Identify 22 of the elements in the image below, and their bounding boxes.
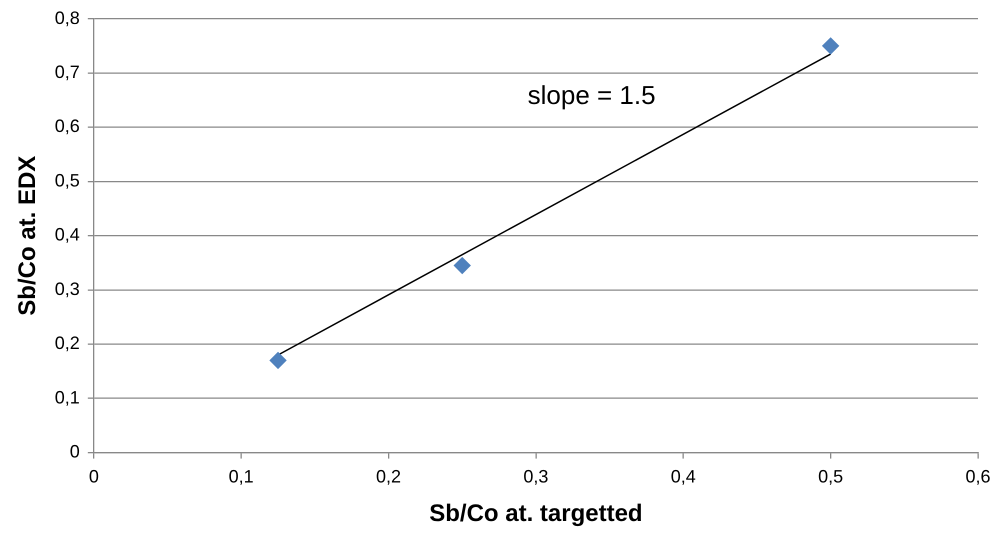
- x-tick-label: 0,4: [670, 466, 696, 486]
- point: [270, 352, 287, 369]
- y-tick-label: 0: [70, 442, 80, 462]
- y-tick-label: 0,5: [54, 170, 80, 190]
- x-axis-title: Sb/Co at. targetted: [429, 500, 643, 528]
- y-tick-label: 0,4: [54, 224, 80, 245]
- y-tick-label: 0,6: [54, 116, 80, 136]
- x-tick-label: 0,1: [228, 466, 254, 486]
- y-tick-label: 0,7: [54, 62, 80, 82]
- y-tick-label: 0,8: [54, 8, 80, 28]
- y-axis-title: Sb/Co at. EDX: [14, 156, 42, 316]
- x-tick-label: 0,3: [523, 466, 548, 486]
- y-tick-label: 0,3: [54, 278, 80, 299]
- x-tick-label: 0,5: [818, 466, 844, 486]
- x-tick-label: 0: [88, 466, 99, 486]
- point: [822, 37, 840, 54]
- y-tick-label: 0,2: [54, 333, 80, 354]
- x-tick-label: 0,2: [376, 466, 402, 486]
- x-tick-label: 0,6: [965, 466, 991, 486]
- annotation: slope = 1.5: [528, 80, 656, 110]
- y-tick-label: 0,1: [54, 387, 80, 408]
- point: [454, 257, 471, 274]
